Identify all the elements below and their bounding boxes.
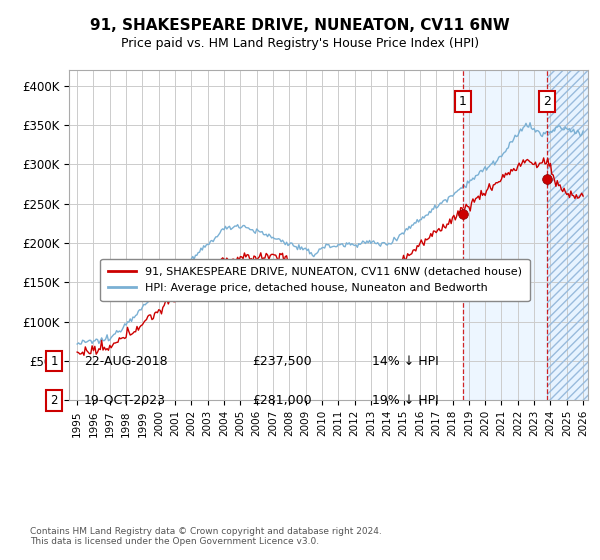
Text: £281,000: £281,000 bbox=[252, 394, 311, 407]
Text: 19-OCT-2023: 19-OCT-2023 bbox=[84, 394, 166, 407]
Text: 19% ↓ HPI: 19% ↓ HPI bbox=[372, 394, 439, 407]
Text: 1: 1 bbox=[50, 354, 58, 368]
Text: 14% ↓ HPI: 14% ↓ HPI bbox=[372, 354, 439, 368]
Text: 1: 1 bbox=[459, 95, 467, 108]
Bar bbox=[547, 70, 588, 400]
Text: 2: 2 bbox=[50, 394, 58, 407]
Bar bbox=[463, 70, 547, 400]
Text: 2: 2 bbox=[543, 95, 551, 108]
Text: £237,500: £237,500 bbox=[252, 354, 311, 368]
Text: 91, SHAKESPEARE DRIVE, NUNEATON, CV11 6NW: 91, SHAKESPEARE DRIVE, NUNEATON, CV11 6N… bbox=[90, 18, 510, 32]
Text: 22-AUG-2018: 22-AUG-2018 bbox=[84, 354, 167, 368]
Bar bbox=[547, 70, 588, 400]
Text: Contains HM Land Registry data © Crown copyright and database right 2024.
This d: Contains HM Land Registry data © Crown c… bbox=[30, 526, 382, 546]
Text: Price paid vs. HM Land Registry's House Price Index (HPI): Price paid vs. HM Land Registry's House … bbox=[121, 36, 479, 50]
Legend: 91, SHAKESPEARE DRIVE, NUNEATON, CV11 6NW (detached house), HPI: Average price, : 91, SHAKESPEARE DRIVE, NUNEATON, CV11 6N… bbox=[100, 259, 530, 301]
